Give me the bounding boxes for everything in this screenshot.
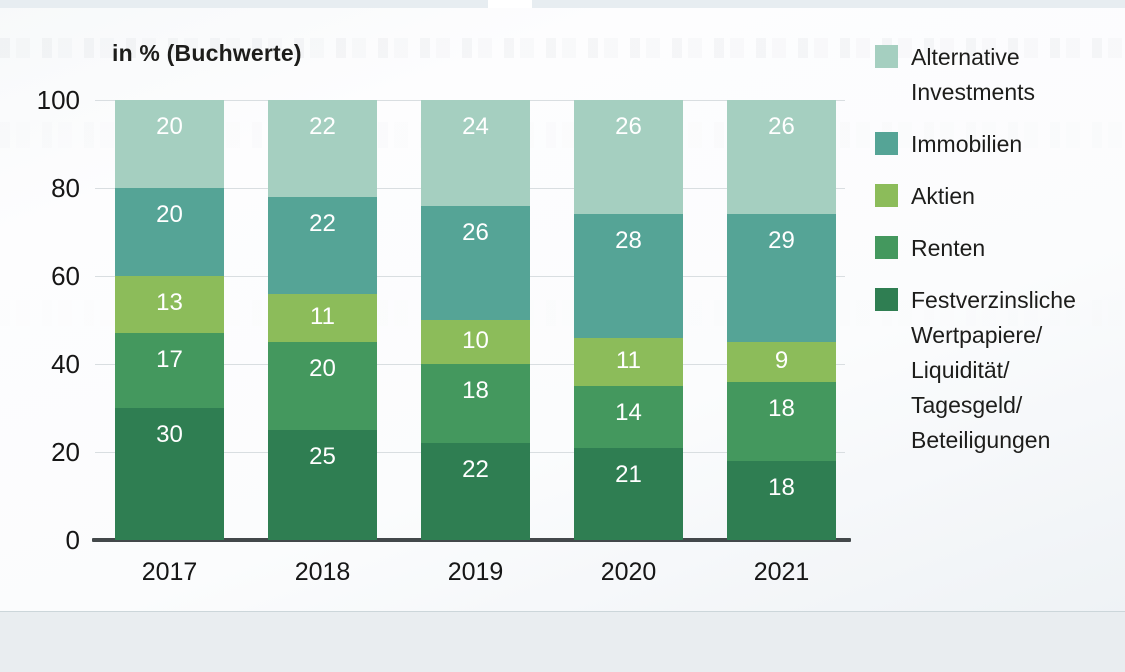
bar-segment: 22	[268, 196, 377, 294]
legend: Alternative Investments Immobilien Aktien R…	[875, 40, 1113, 458]
bar-segment: 18	[421, 364, 530, 444]
legend-label: Renten	[911, 235, 986, 261]
bar-value-label: 26	[768, 113, 795, 141]
bar-value-label: 11	[310, 302, 335, 330]
bar-value-label: 21	[615, 460, 642, 488]
bottom-divider	[0, 611, 1125, 612]
bar-segment: 28	[574, 214, 683, 338]
bar-value-label: 22	[309, 209, 336, 237]
bar-value-label: 13	[156, 289, 183, 317]
bottom-area	[0, 612, 1125, 672]
bar-segment: 20	[268, 342, 377, 430]
legend-swatch	[875, 45, 898, 68]
bar-2017: 20 20 13 17 30	[115, 100, 224, 540]
bar-segment: 22	[268, 100, 377, 197]
bar-segment: 9	[727, 342, 836, 382]
bar-value-label: 30	[156, 421, 183, 448]
bar-value-label: 20	[156, 113, 183, 141]
bar-value-label: 17	[156, 346, 183, 374]
bar-value-label: 18	[768, 394, 795, 422]
bar-value-label: 11	[616, 346, 641, 374]
legend-label: Alternative Investments	[911, 44, 1035, 105]
y-tick-label: 80	[51, 173, 80, 203]
bar-value-label: 29	[768, 227, 795, 255]
bar-segment: 22	[421, 443, 530, 540]
bar-segment: 11	[268, 293, 377, 342]
x-tick-label: 2017	[141, 558, 198, 586]
legend-swatch	[875, 288, 898, 311]
x-tick-label: 2020	[600, 558, 657, 586]
bar-segment: 20	[115, 188, 224, 277]
legend-label: Festverzinsliche Wertpapiere/ Liquidität…	[911, 287, 1076, 453]
x-axis: 2017 2018 2019 2020 2021	[0, 558, 1125, 594]
top-strip	[0, 0, 1125, 8]
legend-label: Aktien	[911, 183, 975, 209]
bar-value-label: 20	[156, 201, 183, 229]
bar-segment: 10	[421, 320, 530, 365]
bar-segment: 18	[727, 381, 836, 461]
legend-label: Immobilien	[911, 131, 1023, 157]
bar-value-label: 10	[462, 327, 489, 355]
bar-segment: 17	[115, 333, 224, 408]
bar-value-label: 14	[615, 399, 642, 427]
bar-segment: 26	[574, 100, 683, 215]
bar-value-label: 28	[615, 227, 642, 255]
x-tick-label: 2021	[753, 558, 810, 586]
y-tick-label: 100	[36, 85, 80, 115]
bar-value-label: 22	[462, 456, 489, 484]
x-tick-label: 2018	[294, 558, 351, 586]
bar-segment: 13	[115, 276, 224, 334]
bar-value-label: 25	[309, 443, 336, 470]
bar-value-label: 9	[774, 346, 789, 374]
bar-2019: 24 26 10 18 22	[421, 100, 530, 540]
bar-2021: 26 29 9 18 18	[727, 100, 836, 540]
bar-value-label: 20	[309, 355, 336, 382]
x-axis-line	[92, 538, 851, 542]
bar-segment: 30	[115, 408, 224, 540]
y-tick-label: 40	[51, 349, 80, 379]
plot-area: 20 20 13 17 30 22 22 11 20 25 24 26 10 18 22 26 28 11 14 21…	[92, 100, 851, 542]
bar-2020: 26 28 11 14 21	[574, 100, 683, 540]
chart-title: in % (Buchwerte)	[112, 40, 302, 66]
bar-value-label: 18	[768, 473, 795, 501]
legend-item: Renten	[875, 231, 1113, 266]
legend-swatch	[875, 184, 898, 207]
bar-segment: 26	[727, 100, 836, 215]
bar-segment: 26	[421, 205, 530, 321]
bar-segment: 24	[421, 100, 530, 206]
bar-2018: 22 22 11 20 25	[268, 100, 377, 540]
legend-item: Immobilien	[875, 127, 1113, 162]
bar-segment: 14	[574, 386, 683, 448]
bar-value-label: 18	[462, 377, 489, 405]
top-notch	[488, 0, 532, 8]
legend-item: Alternative Investments	[875, 40, 1113, 110]
legend-item: Festverzinsliche Wertpapiere/ Liquidität…	[875, 283, 1113, 458]
y-tick-label: 20	[51, 437, 80, 467]
legend-swatch	[875, 236, 898, 259]
bar-value-label: 24	[462, 113, 489, 141]
bar-segment: 20	[115, 100, 224, 189]
bar-value-label: 22	[309, 113, 336, 141]
bar-segment: 18	[727, 460, 836, 540]
legend-swatch	[875, 132, 898, 155]
bar-segment: 11	[574, 337, 683, 387]
x-tick-label: 2019	[447, 558, 504, 586]
legend-item: Aktien	[875, 179, 1113, 214]
y-axis: 0 20 40 60 80 100	[0, 85, 80, 555]
y-tick-label: 0	[65, 525, 80, 555]
bar-segment: 29	[727, 214, 836, 343]
bar-value-label: 26	[615, 113, 642, 141]
y-tick-label: 60	[51, 261, 80, 291]
bar-value-label: 26	[462, 218, 489, 246]
bar-segment: 21	[574, 447, 683, 540]
bar-segment: 25	[268, 430, 377, 540]
